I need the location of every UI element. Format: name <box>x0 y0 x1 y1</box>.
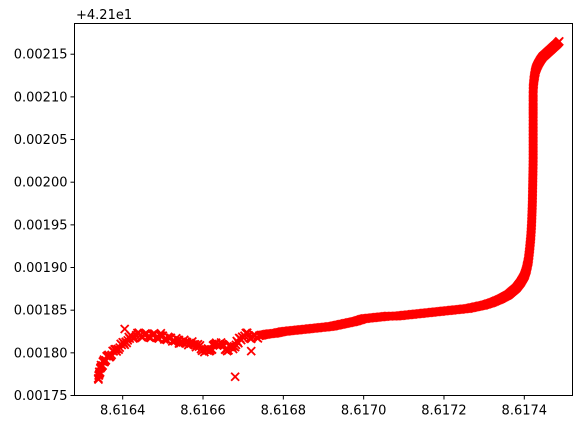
data-point <box>174 338 184 349</box>
data-point <box>230 372 240 382</box>
y-tick-label: 0.00205 <box>14 133 68 148</box>
data-point <box>120 324 130 334</box>
y-offset-label: +4.21e1 <box>76 8 132 23</box>
data-point <box>246 346 256 356</box>
y-axis: 0.00175 0.00180 0.00185 0.00190 0.00195 0.002… <box>14 48 75 404</box>
plot-frame <box>74 23 573 396</box>
x-tick-label: 8.6166 <box>180 404 226 419</box>
x-tick-label: 8.6164 <box>100 404 146 419</box>
x-tick-label: 8.6170 <box>341 404 387 419</box>
x-tick-label: 8.6174 <box>502 404 548 419</box>
x-tick-label: 8.6168 <box>261 404 307 419</box>
y-tick-label: 0.00215 <box>14 48 68 63</box>
y-tick-label: 0.00200 <box>14 176 68 191</box>
y-tick-label: 0.00190 <box>14 261 68 276</box>
data-points <box>93 36 564 385</box>
y-tick-label: 0.00175 <box>14 389 68 404</box>
y-tick-label: 0.00185 <box>14 304 68 319</box>
y-tick-label: 0.00195 <box>14 218 68 233</box>
x-tick-label: 8.6172 <box>421 404 467 419</box>
data-point <box>97 361 108 371</box>
y-tick-label: 0.00180 <box>14 346 68 361</box>
data-point <box>554 36 564 47</box>
y-tick-label: 0.00210 <box>14 90 68 105</box>
x-axis: 8.6164 8.6166 8.6168 8.6170 8.6172 8.6174 <box>100 395 548 419</box>
data-point <box>156 328 166 338</box>
